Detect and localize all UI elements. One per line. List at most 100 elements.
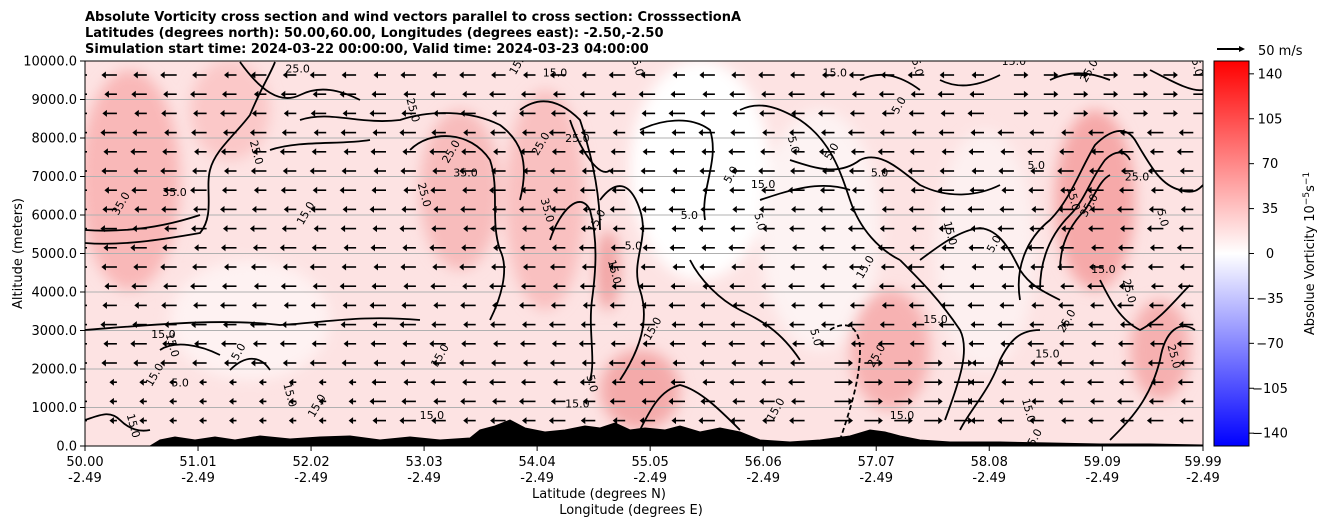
- wind-vector-head: [253, 282, 259, 290]
- wind-vector-head: [730, 417, 735, 425]
- wind-vector-head: [1058, 397, 1063, 405]
- wind-vector-head: [908, 205, 914, 213]
- wind-vector-head: [102, 301, 107, 309]
- wind-vector-head: [698, 225, 703, 233]
- wind-vector-head: [1176, 148, 1182, 156]
- wind-vector-head: [1088, 225, 1093, 233]
- wind-vector-head: [1083, 71, 1089, 79]
- wind-vector-head: [821, 129, 826, 137]
- wind-vector-head: [281, 225, 287, 233]
- wind-vector-head: [819, 340, 824, 348]
- wind-vector-head: [109, 397, 114, 405]
- wind-vector-head: [133, 263, 138, 271]
- wind-vector-head: [818, 109, 823, 117]
- wind-vector-head: [162, 244, 167, 252]
- contour-label: 25.0: [1120, 278, 1139, 305]
- wind-vector-head: [75, 264, 80, 271]
- wind-vector-head: [1028, 378, 1033, 386]
- wind-vector-head: [372, 321, 377, 329]
- y-tick-label: 8000.0: [32, 132, 78, 147]
- wind-vector-head: [460, 397, 465, 405]
- wind-vector-head: [430, 282, 435, 290]
- wind-vector-head: [523, 263, 528, 271]
- wind-vector-head: [523, 71, 528, 79]
- wind-vector-head: [318, 417, 324, 425]
- wind-vector-head: [169, 397, 174, 405]
- wind-vector-head: [131, 282, 136, 290]
- wind-vector-head: [997, 225, 1002, 233]
- wind-vector-head: [160, 71, 165, 79]
- wind-vector-head: [1117, 301, 1122, 309]
- wind-vector-head: [199, 417, 204, 425]
- wind-vector-head: [1147, 167, 1153, 175]
- wind-vector-head: [550, 109, 556, 117]
- wind-vector-head: [792, 244, 797, 252]
- wind-vector-head: [369, 397, 374, 405]
- wind-vector-head: [311, 148, 317, 156]
- wind-vector-head: [791, 205, 796, 213]
- wind-vector-head: [729, 186, 734, 194]
- wind-vector-head: [223, 129, 228, 137]
- wind-vector-head: [1147, 263, 1153, 271]
- wind-vector-head: [970, 321, 975, 329]
- wind-vector-head: [348, 417, 354, 425]
- wind-vector-head: [971, 359, 976, 367]
- wind-vector-head: [939, 71, 945, 79]
- wind-vector-head: [670, 186, 675, 194]
- wind-vector-head: [911, 225, 917, 233]
- wind-vector-head: [192, 263, 197, 271]
- wind-vector-head: [551, 244, 557, 252]
- wind-vector-head: [489, 90, 494, 98]
- wind-vector-head: [229, 378, 234, 386]
- wind-vector-head: [371, 282, 376, 290]
- wind-vector-head: [1173, 71, 1178, 79]
- x-axis-ticks: 50.00-2.4951.01-2.4952.02-2.4953.03-2.49…: [66, 446, 1222, 486]
- wind-vector-head: [1060, 186, 1065, 194]
- wind-vector-head: [671, 417, 676, 425]
- wind-vector-head: [1023, 90, 1029, 98]
- wind-vector-head: [520, 340, 525, 348]
- wind-vector-head: [851, 186, 857, 194]
- wind-vector-head: [492, 397, 497, 405]
- wind-vector-head: [341, 167, 347, 175]
- wind-vector-head: [101, 71, 106, 79]
- wind-vector-head: [522, 417, 527, 425]
- wind-vector-head: [461, 244, 466, 252]
- wind-vector-head: [221, 244, 226, 252]
- wind-vector-head: [1146, 225, 1152, 233]
- wind-vector-head: [1176, 244, 1182, 252]
- x-tick-label-lon: -2.49: [859, 471, 893, 486]
- wind-vector-head: [1178, 321, 1184, 329]
- contour-label: 15.0: [151, 328, 176, 341]
- colorbar-tick-label: 140: [1258, 67, 1283, 82]
- wind-vector-head: [342, 205, 348, 213]
- wind-vector-head: [878, 359, 883, 367]
- horizontal-gridlines: [85, 61, 1203, 446]
- wind-vector-head: [1027, 244, 1032, 252]
- wind-vector-head: [847, 129, 853, 137]
- wind-vector-head: [579, 90, 585, 98]
- wind-vector-head: [250, 263, 256, 271]
- wind-vector-head: [609, 109, 615, 117]
- wind-vector-head: [581, 263, 587, 271]
- wind-vector-head: [821, 321, 826, 329]
- wind-vector-head: [938, 225, 944, 233]
- wind-vector-head: [761, 90, 766, 98]
- chart-title-line-1: Absolute Vorticity cross section and win…: [85, 10, 741, 25]
- wind-vector-head: [104, 90, 109, 98]
- contour-label: 25.0: [247, 139, 266, 166]
- wind-vector-head: [819, 148, 824, 156]
- wind-vector-head: [223, 225, 228, 233]
- wind-vector-head: [1090, 205, 1095, 213]
- wind-vector-head: [640, 263, 646, 271]
- wind-vector-head: [968, 417, 973, 425]
- wind-vector-head: [672, 359, 677, 367]
- wind-vector-head: [851, 90, 857, 98]
- wind-vector-head: [1029, 321, 1034, 329]
- quiver-key-label: 50 m/s: [1258, 44, 1303, 59]
- wind-vector-head: [522, 225, 527, 233]
- wind-vector-head: [728, 244, 733, 252]
- wind-vector-head: [459, 359, 464, 367]
- wind-vector-head: [728, 148, 733, 156]
- wind-vector-head: [191, 225, 196, 233]
